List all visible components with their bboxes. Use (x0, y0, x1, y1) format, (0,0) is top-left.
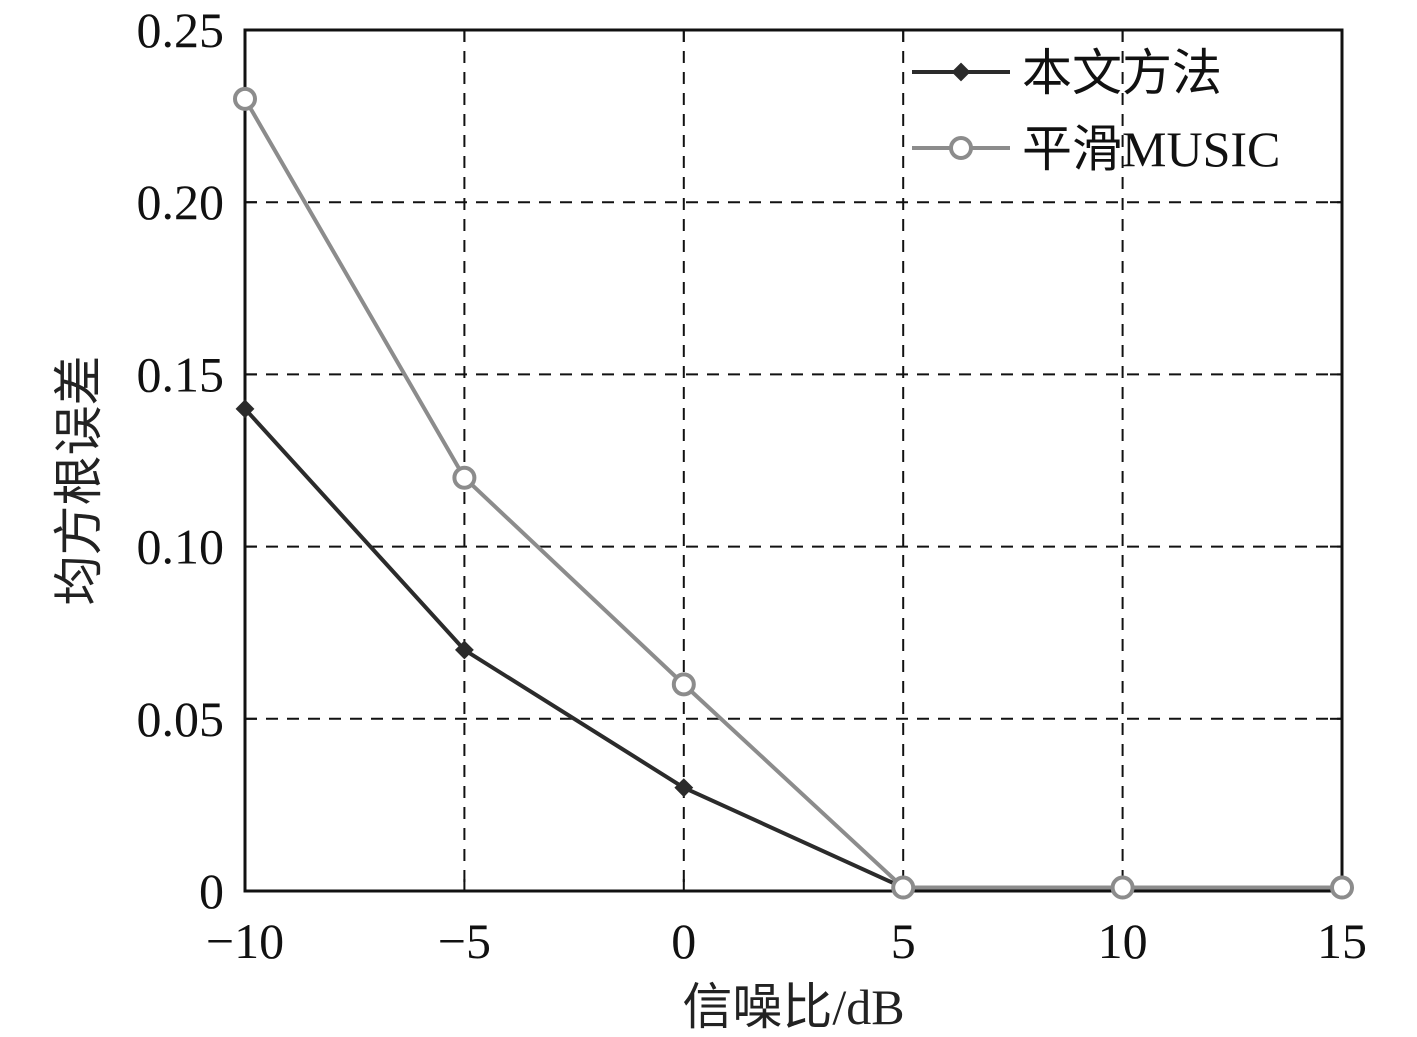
x-tick-label: 5 (891, 913, 916, 969)
data-point-series-0 (454, 640, 474, 660)
data-point-series-1 (1110, 875, 1135, 900)
y-tick-label: 0.25 (137, 2, 225, 58)
legend-label-smoothed-music: 平滑MUSIC (1022, 121, 1280, 177)
data-point-series-0 (674, 778, 694, 798)
legend-marker-smoothed-music (949, 136, 973, 160)
y-tick-labels: 0 0.05 0.10 0.15 0.20 0.25 (137, 2, 225, 919)
x-tick-labels: −10 −5 0 5 10 15 (206, 913, 1367, 969)
data-point-series-1 (1330, 875, 1354, 900)
y-axis-title: 均方根误差 (51, 356, 107, 606)
y-tick-label: 0 (199, 863, 224, 919)
x-tick-label: 15 (1317, 913, 1367, 969)
legend-item-smoothed-music: 平滑MUSIC (912, 121, 1280, 177)
grid-lines (245, 30, 1342, 891)
x-tick-label: −5 (438, 913, 491, 969)
legend-marker-shape-0 (951, 62, 971, 82)
data-point-series-1 (452, 465, 477, 490)
series-line-1 (243, 97, 1342, 890)
legend-marker-shape-1 (949, 136, 973, 160)
x-tick-label: 0 (671, 913, 696, 969)
legend-marker-proposed-method (951, 62, 971, 82)
legend: 本文方法 平滑MUSIC (912, 45, 1280, 177)
x-axis-title: 信噪比/dB (682, 979, 904, 1035)
x-tick-label: 10 (1098, 913, 1148, 969)
data-point-series-1 (891, 875, 916, 900)
data-point-series-0 (235, 399, 255, 419)
data-series (233, 86, 1354, 900)
x-tick-label: −10 (206, 913, 284, 969)
y-tick-label: 0.15 (137, 346, 225, 402)
plot-frame (243, 28, 1344, 893)
y-tick-label: 0.10 (137, 519, 225, 575)
series-line-0 (243, 407, 1342, 890)
legend-item-proposed-method: 本文方法 (912, 45, 1222, 101)
data-point-series-1 (233, 86, 257, 111)
legend-label-proposed-method: 本文方法 (1022, 45, 1222, 101)
y-tick-label: 0.05 (137, 691, 225, 747)
data-point-series-1 (671, 672, 696, 697)
y-tick-label: 0.20 (137, 174, 225, 230)
